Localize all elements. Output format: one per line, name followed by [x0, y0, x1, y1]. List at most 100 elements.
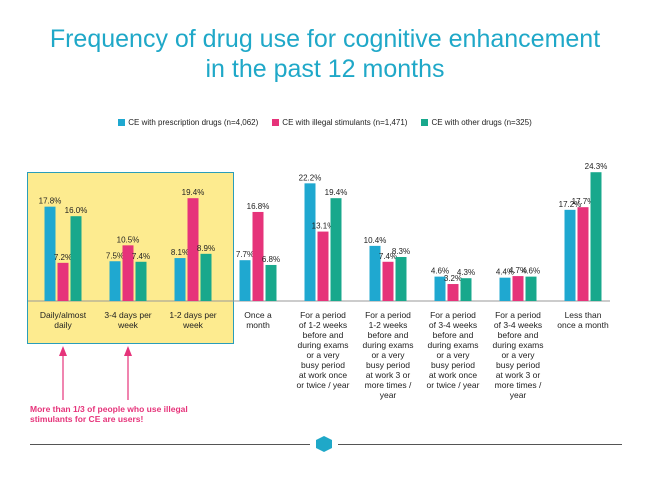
category-label-5-line-3: during exams	[362, 340, 413, 350]
legend-item-other: CE with other drugs (n=325)	[421, 118, 532, 127]
legend-label-prescription: CE with prescription drugs (n=4,062)	[128, 118, 259, 127]
data-label-series0-cat7: 4.4%	[496, 268, 514, 277]
category-label-3: Once a month	[244, 310, 272, 330]
bar-series2-cat1	[135, 261, 147, 301]
data-label-series0-cat6: 4.6%	[431, 267, 449, 276]
bar-series1-cat0	[57, 262, 69, 301]
category-label-6-line-3: during exams	[427, 340, 478, 350]
data-label-series0-cat4: 22.2%	[299, 173, 322, 182]
data-label-series1-cat4: 13.1%	[312, 222, 335, 231]
data-label-series1-cat3: 16.8%	[247, 202, 270, 211]
bar-series2-cat0	[70, 216, 82, 301]
category-label-5-line-2: before and	[368, 330, 409, 340]
chart-legend: CE with prescription drugs (n=4,062) CE …	[0, 118, 650, 127]
bar-series1-cat6	[447, 284, 459, 301]
category-label-4-line-3: during exams	[297, 340, 348, 350]
category-label-3-line-1: month	[246, 320, 270, 330]
data-label-series2-cat5: 8.3%	[392, 247, 410, 256]
category-label-5-line-1: 1-2 weeks	[369, 320, 408, 330]
category-label-4-line-4: or a very	[306, 350, 340, 360]
bar-series0-cat7	[499, 277, 511, 301]
category-label-0: Daily/almost daily	[40, 310, 87, 330]
category-label-5-line-7: more times /	[365, 380, 412, 390]
data-label-series0-cat3: 7.7%	[236, 250, 254, 259]
bar-series2-cat4	[330, 198, 342, 301]
data-label-series2-cat6: 4.3%	[457, 268, 475, 277]
legend-label-illegal: CE with illegal stimulants (n=1,471)	[282, 118, 408, 127]
legend-swatch-other	[421, 119, 429, 126]
category-label-8-line-1: once a month	[557, 320, 609, 330]
category-label-6-line-5: busy period	[431, 360, 475, 370]
data-label-series0-cat1: 7.5%	[106, 251, 124, 260]
bar-series1-cat5	[382, 261, 394, 301]
data-label-series2-cat3: 6.8%	[262, 255, 280, 264]
category-label-5-line-4: or a very	[371, 350, 405, 360]
bar-series1-cat1	[122, 245, 134, 301]
data-label-series1-cat7: 4.7%	[509, 266, 527, 275]
data-label-series2-cat2: 8.9%	[197, 244, 215, 253]
data-label-series2-cat1: 7.4%	[132, 252, 150, 261]
category-label-4-line-7: or twice / year	[297, 380, 350, 390]
category-label-7: For a period of 3-4 weeks before and during…	[492, 310, 543, 400]
data-label-series0-cat0: 17.8%	[39, 197, 62, 206]
category-label-7-line-3: during exams	[492, 340, 543, 350]
bar-series0-cat5	[369, 245, 381, 301]
category-label-2-line-1: week	[182, 320, 204, 330]
callout-arrow-head-1	[124, 346, 132, 356]
data-label-series0-cat2: 8.1%	[171, 248, 189, 257]
bar-series1-cat8	[577, 207, 589, 301]
bar-series1-cat4	[317, 231, 329, 301]
category-label-6-line-7: or twice / year	[427, 380, 480, 390]
category-label-6-line-0: For a period	[430, 310, 476, 320]
callout-text: More than 1/3 of people who use illegal …	[30, 404, 188, 424]
data-label-series1-cat2: 19.4%	[182, 188, 205, 197]
category-label-6-line-1: of 3-4 weeks	[429, 320, 477, 330]
legend-swatch-illegal	[272, 119, 280, 126]
footer-hexagon-icon	[316, 436, 332, 452]
category-label-3-line-0: Once a	[244, 310, 272, 320]
bar-series0-cat6	[434, 276, 446, 301]
bar-series2-cat3	[265, 264, 277, 301]
category-label-6-line-6: at work once	[429, 370, 477, 380]
data-label-series2-cat4: 19.4%	[325, 188, 348, 197]
category-label-4-line-1: of 1-2 weeks	[299, 320, 347, 330]
bar-series1-cat3	[252, 211, 264, 301]
category-label-7-line-6: at work 3 or	[496, 370, 541, 380]
category-label-7-line-0: For a period	[495, 310, 541, 320]
callout-arrow-head-0	[59, 346, 67, 356]
category-label-1: 3-4 days per week	[104, 310, 151, 330]
category-label-6-line-4: or a very	[436, 350, 470, 360]
category-label-5: For a period 1-2 weeks before and during ex…	[362, 310, 413, 400]
category-label-8-line-0: Less than	[565, 310, 602, 320]
data-label-series1-cat8: 17.7%	[572, 197, 595, 206]
legend-swatch-prescription	[118, 119, 126, 126]
chart-title: Frequency of drug use for cognitive enha…	[0, 24, 650, 84]
bar-series2-cat5	[395, 257, 407, 301]
category-label-7-line-2: before and	[498, 330, 539, 340]
legend-item-prescription: CE with prescription drugs (n=4,062)	[118, 118, 258, 127]
category-label-0-line-1: daily	[54, 320, 72, 330]
category-label-4: For a period of 1-2 weeks before and during…	[297, 310, 350, 390]
category-label-4-line-2: before and	[303, 330, 344, 340]
bar-series1-cat7	[512, 276, 524, 301]
category-label-7-line-4: or a very	[501, 350, 535, 360]
category-label-2: 1-2 days per week	[169, 310, 216, 330]
bar-series0-cat0	[44, 206, 56, 301]
category-label-6-line-2: before and	[433, 330, 474, 340]
category-label-4-line-0: For a period	[300, 310, 346, 320]
category-label-5-line-8: year	[380, 390, 397, 400]
data-label-series1-cat0: 7.2%	[54, 253, 72, 262]
category-label-1-line-0: 3-4 days per	[104, 310, 151, 320]
bar-series2-cat8	[590, 172, 602, 301]
category-label-5-line-5: busy period	[366, 360, 410, 370]
chart-title-line-1: Frequency of drug use for cognitive enha…	[49, 25, 601, 53]
category-label-7-line-1: of 3-4 weeks	[494, 320, 542, 330]
category-label-7-line-7: more times /	[495, 380, 542, 390]
footer-line-left	[30, 444, 310, 445]
bar-series0-cat2	[174, 258, 186, 301]
category-label-4-line-5: busy period	[301, 360, 345, 370]
legend-item-illegal: CE with illegal stimulants (n=1,471)	[272, 118, 407, 127]
bar-series2-cat7	[525, 276, 537, 301]
chart-title-line-2: in the past 12 months	[205, 55, 445, 83]
